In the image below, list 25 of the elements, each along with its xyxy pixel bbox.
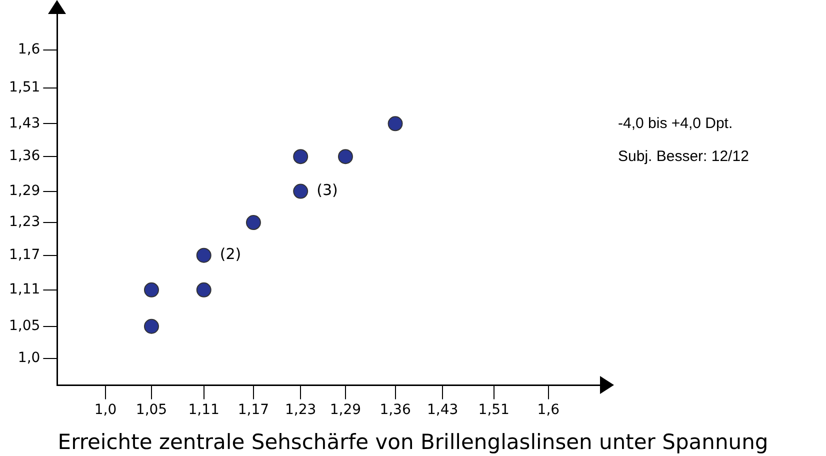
x-tick-label: 1,0 [94, 402, 117, 418]
x-axis-title: Erreichte zentrale Sehschärfe von Brillenglaslinsen unter Spannung [58, 430, 768, 454]
x-tick-label: 1,6 [537, 402, 560, 418]
y-tick-label: 1,6 [18, 42, 40, 58]
y-tick-label: 1,0 [18, 350, 40, 366]
y-tick-label: 1,36 [9, 148, 40, 164]
x-tick-label: 1,05 [136, 402, 168, 418]
annotation: (3) [316, 181, 338, 200]
y-tick-label: 1,11 [9, 282, 40, 298]
y-tick-label: 1,43 [9, 115, 40, 132]
x-tick-label: 1,29 [330, 402, 362, 418]
x-tick-label: 1,51 [478, 402, 510, 418]
y-tick-label: 1,17 [9, 246, 40, 263]
x-tick-label: 1,36 [380, 402, 411, 418]
annotation: (2) [220, 245, 242, 264]
y-tick-label: 1,05 [9, 318, 40, 334]
y-tick-label: 1,29 [9, 182, 40, 199]
x-tick-label: 1,43 [426, 402, 458, 418]
x-tick-label: 1,11 [188, 402, 220, 418]
x-tick-label: 1,17 [238, 402, 270, 418]
text: -4,0 bis +4,0 Dpt. [618, 114, 733, 132]
y-tick-label: 1,51 [9, 80, 40, 96]
x-tick-label: 1,23 [285, 402, 316, 418]
text: Subj. Besser: 12/12 [618, 148, 749, 165]
y-tick-label: 1,23 [9, 214, 40, 230]
